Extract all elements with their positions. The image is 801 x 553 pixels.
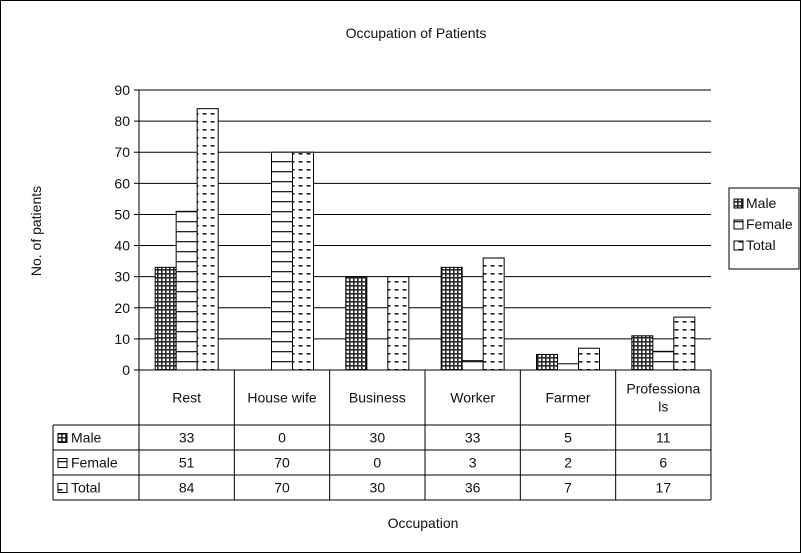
data-label: 11: [656, 430, 671, 446]
bar-male-2: [345, 276, 368, 371]
bar-male-0: [154, 266, 177, 371]
y-tick-label: 10: [114, 331, 130, 347]
table-row-key: [57, 433, 68, 443]
data-label: 7: [564, 480, 572, 496]
gridlines: [139, 89, 711, 340]
bar-male-5: [631, 335, 654, 371]
table-row-name: Female: [71, 455, 118, 471]
table-row-key: [57, 458, 68, 468]
y-tick-label: 40: [114, 238, 130, 254]
data-label: 30: [370, 430, 386, 446]
legend-label-total: Total: [746, 237, 776, 253]
category-label: Rest: [172, 390, 201, 406]
data-label: 3: [469, 455, 477, 471]
data-label: 0: [278, 430, 286, 446]
category-label: House wife: [247, 390, 316, 406]
y-axis-label: No. of patients: [28, 186, 44, 276]
table-row-name: Total: [71, 480, 101, 496]
bar-total-4: [578, 347, 600, 371]
data-label: 84: [179, 480, 195, 496]
bar-total-5: [673, 316, 696, 371]
y-tick-label: 20: [114, 300, 130, 316]
data-label: 6: [659, 455, 667, 471]
legend-swatch-female: [733, 219, 744, 230]
legend-label-female: Female: [746, 216, 793, 232]
bar-total-0: [196, 108, 219, 371]
chart-title: Occupation of Patients: [346, 25, 487, 41]
data-label: 5: [564, 430, 572, 446]
bar-female-3: [461, 360, 484, 371]
bar-male-3: [440, 266, 463, 371]
legend-label-male: Male: [746, 195, 777, 211]
y-tick-label: 30: [114, 269, 130, 285]
table-row-name: Male: [71, 430, 102, 446]
data-label: 70: [274, 480, 290, 496]
data-label: 36: [465, 480, 481, 496]
bar-female-4: [557, 363, 579, 371]
category-label: Professiona: [626, 381, 700, 397]
bar-total-2: [387, 276, 410, 371]
bar-total-3: [482, 257, 505, 371]
data-label: 0: [373, 455, 381, 471]
bar-male-4: [536, 353, 558, 371]
category-label: Worker: [450, 390, 495, 406]
data-label: 70: [274, 455, 290, 471]
table-row-key: [57, 483, 68, 493]
bar-female-5: [652, 350, 675, 371]
category-label: Farmer: [545, 390, 590, 406]
data-label: 33: [465, 430, 481, 446]
y-tick-label: 80: [114, 113, 130, 129]
data-label: 51: [179, 455, 195, 471]
bars: [154, 108, 696, 371]
data-label: 33: [179, 430, 195, 446]
bar-total-1: [292, 151, 314, 371]
data-label: 17: [656, 480, 672, 496]
legend-swatch-male: [733, 198, 744, 209]
y-tick-label: 50: [114, 206, 130, 222]
legend-swatch-total: [733, 240, 744, 251]
y-tick-label: 60: [114, 175, 130, 191]
y-tick-label: 0: [122, 362, 130, 378]
axes: [138, 90, 711, 371]
data-table: Rest House wife Business Worker Farmer Profes…: [52, 370, 712, 501]
y-axis-ticks: 0 10 20 30 40 50 60 70 80 90: [114, 82, 139, 378]
category-label: Business: [349, 390, 406, 406]
data-label: 30: [370, 480, 386, 496]
legend: Male Female Total: [728, 187, 800, 270]
bar-female-1: [271, 151, 293, 371]
y-tick-label: 70: [114, 144, 130, 160]
category-label: ls: [658, 399, 668, 415]
x-axis-label: Occupation: [388, 515, 459, 531]
data-label: 2: [564, 455, 572, 471]
y-tick-label: 90: [114, 82, 130, 98]
bar-female-0: [175, 210, 198, 371]
